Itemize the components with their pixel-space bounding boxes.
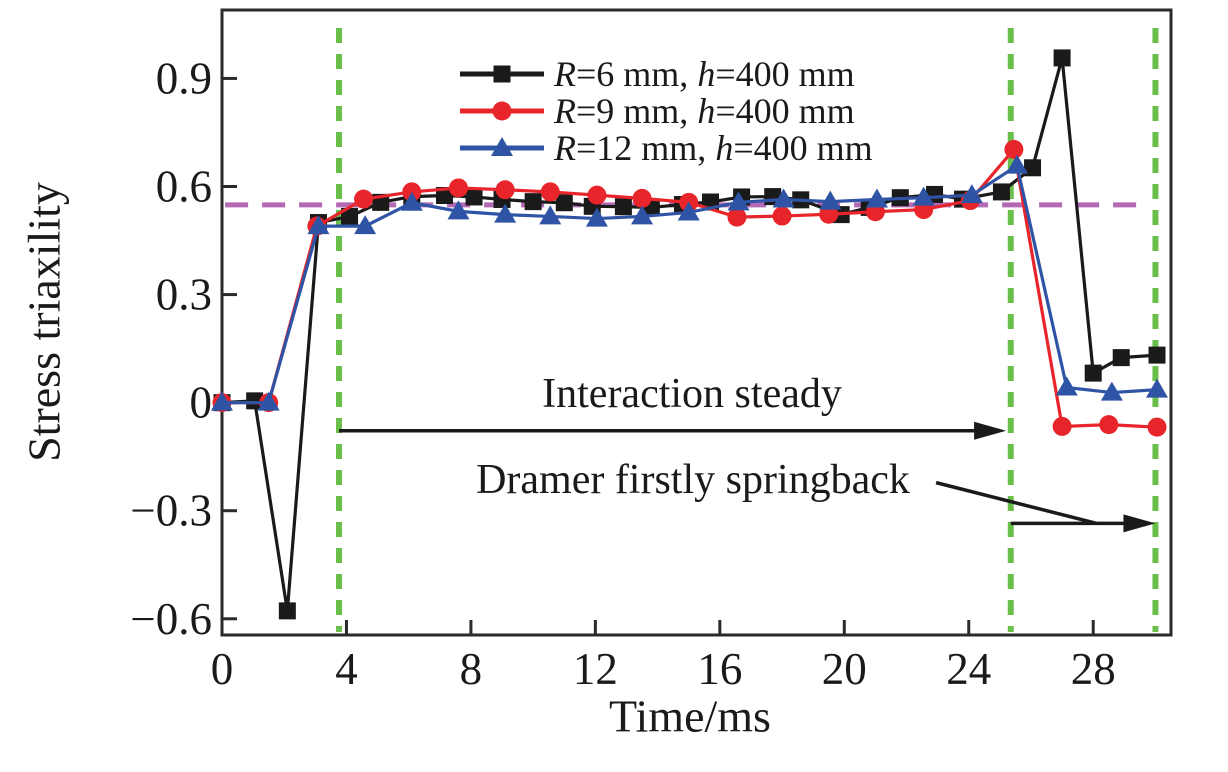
data-point-marker bbox=[341, 207, 359, 225]
annotation-interaction-steady: Interaction steady bbox=[542, 371, 842, 417]
x-tick-label: 20 bbox=[822, 644, 867, 694]
y-tick-label: 0.6 bbox=[156, 162, 212, 212]
x-axis-title: Time/ms bbox=[609, 690, 771, 742]
legend-label: R=9 mm, h=400 mm bbox=[553, 91, 855, 131]
data-point-marker bbox=[1148, 346, 1166, 364]
data-point-marker bbox=[819, 190, 842, 210]
data-point-marker bbox=[1084, 364, 1102, 382]
data-point-marker bbox=[1100, 381, 1123, 401]
legend-label: R=6 mm, h=400 mm bbox=[553, 54, 855, 94]
x-tick-label: 16 bbox=[697, 644, 742, 694]
data-point-marker bbox=[912, 186, 935, 206]
x-tick-label: 28 bbox=[1071, 644, 1116, 694]
legend-marker-triangle bbox=[491, 137, 513, 156]
data-point-marker bbox=[1004, 139, 1024, 159]
y-tick-label: 0 bbox=[190, 378, 213, 428]
data-point-marker bbox=[465, 188, 483, 206]
plot-frame bbox=[220, 8, 1173, 637]
legend-item-1: R=6 mm, h=400 mm bbox=[460, 54, 855, 94]
annotation-dramer-springback: Dramer firstly springback bbox=[476, 457, 910, 503]
data-point-marker bbox=[1053, 49, 1071, 67]
data-point-marker bbox=[307, 215, 330, 235]
data-point-marker bbox=[772, 188, 795, 208]
data-point-marker bbox=[354, 189, 374, 209]
series-triangle bbox=[211, 154, 1168, 411]
annotation-arrowhead-1 bbox=[974, 421, 1007, 440]
data-point-marker bbox=[1024, 159, 1042, 177]
data-point-marker bbox=[400, 191, 423, 211]
data-point-marker bbox=[1055, 376, 1078, 396]
legend-item-2: R=9 mm, h=400 mm bbox=[460, 91, 855, 131]
x-tick-label: 24 bbox=[946, 644, 991, 694]
data-point-marker bbox=[1052, 416, 1072, 436]
data-point-marker bbox=[1005, 154, 1028, 174]
x-tick-label: 12 bbox=[573, 644, 618, 694]
data-point-marker bbox=[727, 207, 747, 227]
legend-marker-square bbox=[493, 65, 511, 83]
data-point-marker bbox=[435, 187, 453, 205]
data-point-marker bbox=[632, 188, 652, 208]
data-point-marker bbox=[246, 392, 264, 410]
y-tick-label: 0.9 bbox=[156, 53, 212, 103]
y-tick-label: 0.3 bbox=[156, 270, 212, 320]
data-point-marker bbox=[448, 178, 468, 198]
data-point-marker bbox=[211, 391, 233, 411]
data-point-marker bbox=[354, 215, 377, 235]
legend-marker-circle bbox=[492, 101, 512, 121]
data-point-marker bbox=[555, 194, 573, 212]
data-point-marker bbox=[992, 183, 1010, 201]
annotation-leader-line-2 bbox=[935, 480, 1097, 526]
data-point-marker bbox=[278, 602, 296, 620]
y-axis-title: Stress triaxility bbox=[18, 182, 70, 462]
data-point-marker bbox=[1145, 378, 1168, 398]
data-point-marker bbox=[614, 198, 632, 216]
y-tick-label: −0.6 bbox=[130, 594, 212, 644]
data-point-marker bbox=[865, 188, 888, 208]
data-point-marker bbox=[727, 191, 750, 211]
data-point-marker bbox=[1112, 349, 1130, 367]
data-point-marker bbox=[960, 184, 983, 204]
x-tick-label: 8 bbox=[460, 644, 483, 694]
legend-label: R=12 mm, h=400 mm bbox=[553, 128, 873, 168]
data-point-marker bbox=[631, 205, 654, 225]
legend-item-3: R=12 mm, h=400 mm bbox=[460, 128, 873, 168]
data-point-marker bbox=[495, 180, 515, 200]
y-axis-ticks: −0.6 −0.3 0 0.3 0.6 0.9 bbox=[130, 53, 237, 644]
data-point-marker bbox=[447, 200, 470, 220]
x-tick-label: 4 bbox=[335, 644, 358, 694]
data-point-marker bbox=[540, 182, 560, 202]
data-point-marker bbox=[1147, 417, 1167, 437]
annotation-arrowhead-2 bbox=[1123, 514, 1156, 533]
data-point-marker bbox=[257, 391, 280, 411]
data-point-marker bbox=[677, 201, 700, 221]
data-point-marker bbox=[772, 206, 792, 226]
data-point-marker bbox=[585, 207, 608, 227]
data-point-marker bbox=[1099, 415, 1119, 435]
data-point-marker bbox=[494, 203, 517, 223]
y-tick-label: −0.3 bbox=[130, 486, 212, 536]
data-point-marker bbox=[587, 185, 607, 205]
legend: R=6 mm, h=400 mmR=9 mm, h=400 mmR=12 mm,… bbox=[460, 54, 873, 168]
data-point-marker bbox=[524, 193, 542, 211]
x-axis-ticks: 0 4 8 12 16 20 24 28 bbox=[211, 620, 1116, 694]
data-point-marker bbox=[539, 205, 562, 225]
x-tick-label: 0 bbox=[211, 644, 234, 694]
